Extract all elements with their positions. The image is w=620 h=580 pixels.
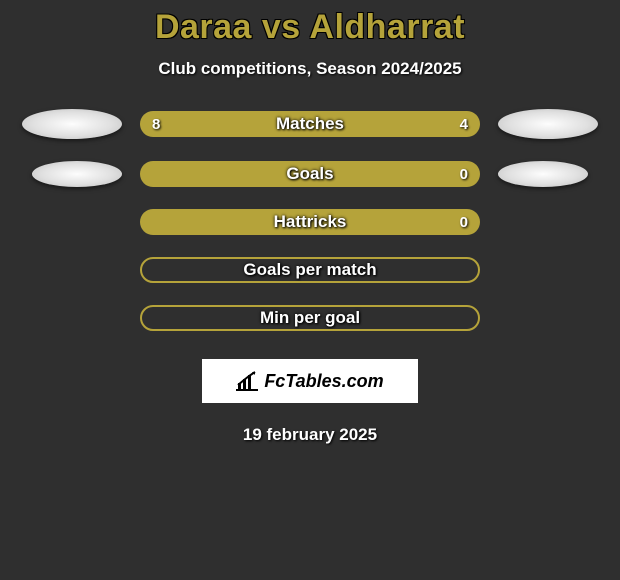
team-right-badge: [498, 161, 588, 187]
brand-box[interactable]: FcTables.com: [202, 359, 418, 403]
bar-label: Goals: [286, 164, 333, 184]
team-right-badge: [498, 109, 598, 139]
stat-bar-goals: Goals 0: [140, 161, 480, 187]
stat-row-min-per-goal: Min per goal: [0, 305, 620, 331]
infographic-container: Daraa vs Aldharrat Club competitions, Se…: [0, 0, 620, 445]
chart-icon: [236, 371, 258, 391]
bar-label: Hattricks: [274, 212, 347, 232]
stat-bar-hattricks: Hattricks 0: [140, 209, 480, 235]
team-left-badge: [22, 109, 122, 139]
team-left-badge: [32, 161, 122, 187]
stat-row-hattricks: Hattricks 0: [0, 209, 620, 235]
stat-bar-matches: 8 Matches 4: [140, 111, 480, 137]
stat-bar-min-per-goal: Min per goal: [140, 305, 480, 331]
bar-right-value: 4: [460, 116, 468, 133]
stat-row-goals: Goals 0: [0, 161, 620, 187]
bar-left-value: 8: [152, 116, 160, 133]
bar-label: Matches: [276, 114, 344, 134]
bar-right-value: 0: [460, 166, 468, 183]
brand-text: FcTables.com: [264, 371, 383, 392]
bar-label: Min per goal: [260, 308, 360, 328]
stat-row-goals-per-match: Goals per match: [0, 257, 620, 283]
date-label: 19 february 2025: [243, 425, 377, 445]
page-title: Daraa vs Aldharrat: [155, 8, 465, 47]
stat-bar-goals-per-match: Goals per match: [140, 257, 480, 283]
page-subtitle: Club competitions, Season 2024/2025: [158, 59, 461, 79]
bar-label: Goals per match: [243, 260, 376, 280]
bar-right-value: 0: [460, 214, 468, 231]
stat-row-matches: 8 Matches 4: [0, 109, 620, 139]
